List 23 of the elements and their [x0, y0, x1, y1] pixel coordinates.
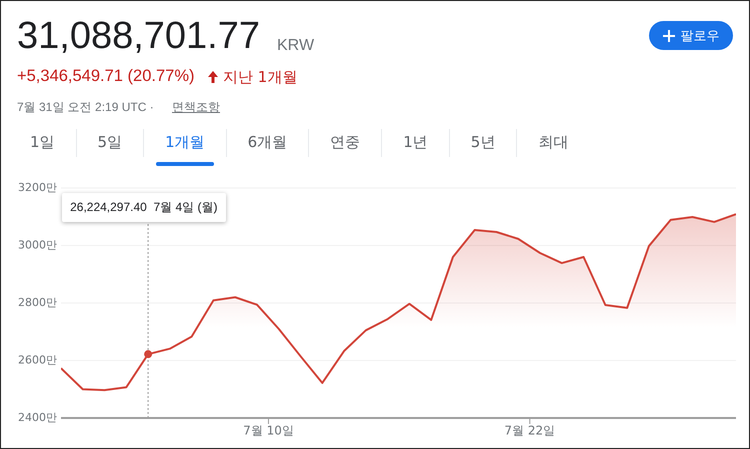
text: 1일 [9, 129, 77, 157]
text: 연중 [309, 129, 382, 157]
y-tick-label: 3000만 [18, 238, 57, 252]
y-tick-label: 2600만 [18, 353, 57, 366]
x-tick-label: 7월 10일 [243, 423, 294, 438]
y-tick-label: 3200만 [18, 180, 57, 194]
text: 6개월 [226, 129, 310, 157]
y-tick-label: 2400만 [18, 410, 57, 424]
x-tick-label: 7월 22일 [504, 423, 556, 438]
chart-title: 31,088,701.77 [17, 15, 260, 58]
y-tick-label: 2800만 [18, 296, 57, 309]
text: 최대 [537, 132, 570, 153]
text: 1년 [382, 129, 450, 157]
annotation: 26,224,297.40 7월 4일 (월) [62, 193, 226, 222]
text: 5년 [450, 129, 518, 157]
text: 면책조항 [172, 99, 220, 116]
text: 7월 31일 오전 2:19 UTC · [17, 99, 154, 116]
text: +5,346,549.71 (20.77%) [17, 67, 195, 86]
text: 5일 [76, 129, 144, 157]
text: 팔로우 [680, 28, 720, 44]
text: 1개월 [144, 129, 227, 157]
text: 지난 1개월 [223, 68, 298, 87]
text: KRW [277, 37, 314, 55]
